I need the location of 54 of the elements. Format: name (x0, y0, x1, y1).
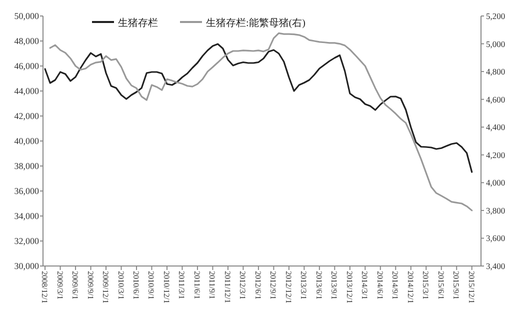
x-tick-label: 2013/6/1 (314, 271, 324, 300)
y-tick-label: 34,000 (14, 211, 40, 221)
y2-tick-label: 5,200 (486, 11, 506, 21)
x-tick-label: 2015/12/1 (466, 271, 476, 304)
y-tick-label: 50,000 (14, 11, 40, 21)
y-tick-label: 38,000 (14, 161, 40, 171)
x-tick-label: 2009/3/1 (55, 271, 64, 300)
x-tick-label: 2012/9/1 (268, 271, 278, 300)
y2-tick-label: 4,800 (486, 66, 506, 77)
x-tick-label: 2013/3/1 (299, 271, 308, 300)
y2-tick-label: 4,200 (486, 150, 506, 160)
y2-tick-label: 3,600 (486, 233, 506, 244)
y-tick-label: 30,000 (14, 261, 40, 271)
y2-tick-label: 4,400 (486, 122, 506, 132)
legend-label: 生猪存栏 (118, 17, 158, 29)
x-tick-label: 2014/9/1 (390, 271, 400, 300)
line-series (49, 32, 473, 212)
x-tick-label: 2014/12/1 (406, 271, 415, 304)
x-tick-label: 2013/12/1 (344, 271, 354, 304)
x-tick-label: 2011/3/1 (177, 271, 186, 300)
x-tick-label: 2014/3/1 (360, 271, 370, 300)
x-tick-label: 2011/6/1 (192, 271, 202, 300)
y2-tick-label: 4,600 (486, 94, 506, 104)
x-tick-label: 2010/6/1 (131, 271, 140, 300)
legend-label: 生猪存栏:能繁母猪(右) (206, 17, 306, 29)
x-tick-label: 2012/12/1 (284, 271, 293, 304)
x-tick-label: 2009/9/1 (86, 271, 95, 300)
x-tick-label: 2015/9/1 (452, 271, 461, 300)
x-tick-label: 2012/3/1 (238, 271, 248, 300)
x-tick-label: 2011/9/1 (208, 271, 217, 300)
x-tick-label: 2013/9/1 (330, 271, 339, 300)
y2-tick-label: 5,000 (486, 38, 506, 49)
x-tick-label: 2009/6/1 (70, 271, 80, 300)
y-tick-label: 48,000 (14, 36, 40, 46)
y-tick-label: 40,000 (14, 136, 40, 146)
x-tick-label: 2014/6/1 (375, 271, 384, 300)
y2-tick-label: 3,400 (486, 261, 506, 271)
y-tick-label: 42,000 (14, 111, 40, 121)
x-tick-label: 2008/12/1 (40, 271, 50, 304)
y2-tick-label: 3,800 (486, 205, 506, 216)
x-tick-label: 2010/3/1 (116, 271, 126, 300)
x-tick-label: 2015/6/1 (436, 271, 446, 300)
y-tick-label: 44,000 (14, 86, 40, 96)
x-tick-label: 2009/12/1 (101, 271, 110, 304)
y2-tick-label: 4,000 (486, 178, 506, 188)
x-tick-label: 2011/12/1 (222, 271, 232, 304)
x-tick-label: 2010/9/1 (146, 271, 156, 300)
y-tick-label: 36,000 (14, 186, 40, 196)
x-tick-label: 2010/12/1 (162, 271, 171, 304)
y-tick-label: 32,000 (14, 236, 40, 246)
y-tick-label: 46,000 (14, 61, 40, 71)
x-tick-label: 2012/6/1 (253, 271, 262, 300)
line-series (44, 43, 473, 173)
x-tick-label: 2015/3/1 (421, 271, 430, 300)
